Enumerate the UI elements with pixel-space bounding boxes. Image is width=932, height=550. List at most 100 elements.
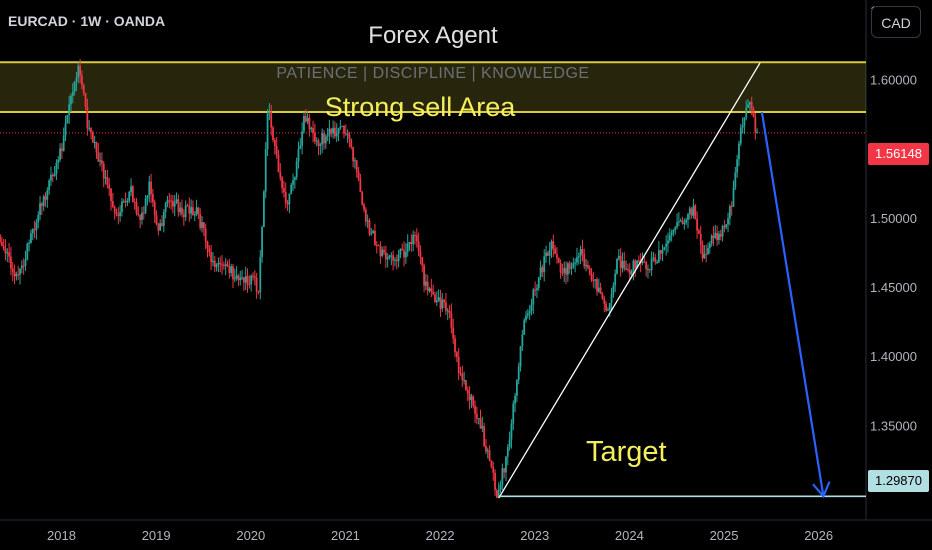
candle xyxy=(607,307,609,311)
candle xyxy=(594,279,597,289)
x-tick-label: 2019 xyxy=(142,528,171,543)
y-tick-label: 1.35000 xyxy=(870,418,917,433)
candle xyxy=(126,198,129,206)
candle xyxy=(577,252,580,265)
candle xyxy=(434,291,436,304)
candle xyxy=(377,244,380,247)
candle xyxy=(470,393,473,409)
candle xyxy=(745,100,748,121)
x-tick-label: 2026 xyxy=(804,528,833,543)
candle xyxy=(557,257,560,264)
candle xyxy=(652,251,655,262)
candle xyxy=(550,239,553,258)
candle xyxy=(306,111,309,125)
candle xyxy=(410,234,413,252)
candle xyxy=(566,261,569,282)
candle xyxy=(363,202,365,213)
candle xyxy=(44,192,47,207)
candle xyxy=(561,263,564,277)
candle xyxy=(730,201,733,216)
candle xyxy=(677,212,680,227)
candle xyxy=(99,152,102,167)
candle xyxy=(534,281,537,297)
candle xyxy=(28,239,31,252)
y-tick-label: 1.40000 xyxy=(870,349,917,364)
candle xyxy=(477,418,480,425)
candle xyxy=(142,206,145,220)
currency-button[interactable]: CAD xyxy=(871,6,921,38)
candle xyxy=(75,72,78,91)
candle xyxy=(24,250,27,271)
candle xyxy=(723,220,726,233)
candle xyxy=(290,182,293,195)
candle xyxy=(530,298,533,316)
candle xyxy=(543,249,546,282)
candle xyxy=(741,117,744,134)
candle xyxy=(297,141,300,169)
candle xyxy=(468,386,471,410)
candle xyxy=(417,232,420,257)
candle xyxy=(257,290,260,295)
candle xyxy=(583,248,586,270)
candle xyxy=(674,226,677,235)
candle xyxy=(242,277,245,291)
candle xyxy=(268,103,271,121)
candle xyxy=(414,231,416,245)
candle xyxy=(494,469,496,496)
projection-arrow xyxy=(760,111,825,497)
candle xyxy=(155,210,158,226)
candle xyxy=(619,248,622,277)
candle xyxy=(79,59,81,84)
candle xyxy=(308,114,311,137)
candle xyxy=(559,259,562,279)
candle xyxy=(213,255,216,273)
candle xyxy=(592,271,595,288)
candle xyxy=(31,228,34,241)
candle xyxy=(221,255,223,275)
candle xyxy=(696,211,698,239)
candle xyxy=(421,256,424,273)
candle xyxy=(597,278,600,293)
candle xyxy=(255,272,258,299)
candle xyxy=(481,416,484,433)
candle xyxy=(162,209,165,233)
candle xyxy=(261,225,263,263)
candle xyxy=(681,216,684,225)
candle xyxy=(366,214,369,229)
candle xyxy=(197,206,200,220)
candle xyxy=(50,166,52,186)
candle xyxy=(728,204,731,226)
candle xyxy=(17,265,20,280)
candle xyxy=(486,447,489,459)
candle xyxy=(146,195,149,206)
candle xyxy=(738,140,740,167)
candle xyxy=(62,127,65,152)
candle xyxy=(743,117,746,135)
candle xyxy=(650,251,653,276)
candle xyxy=(727,212,729,233)
candle xyxy=(403,241,405,267)
candle xyxy=(151,188,154,207)
candle xyxy=(756,128,759,134)
x-tick-label: 2020 xyxy=(236,528,265,543)
candle xyxy=(188,197,191,222)
candle xyxy=(703,245,706,259)
candle xyxy=(426,274,429,296)
candle xyxy=(352,146,354,168)
candle xyxy=(228,258,231,279)
candle xyxy=(525,310,527,323)
candle xyxy=(565,261,567,285)
candle xyxy=(6,248,9,262)
candle xyxy=(153,199,156,224)
candle xyxy=(35,218,38,240)
candle xyxy=(614,269,617,292)
y-tick-label: 1.50000 xyxy=(870,211,917,226)
candle xyxy=(323,130,325,150)
candle xyxy=(239,270,242,286)
candle xyxy=(40,201,43,216)
candle xyxy=(690,207,693,219)
candle xyxy=(2,238,5,251)
candle xyxy=(361,190,364,206)
candle xyxy=(0,236,3,247)
